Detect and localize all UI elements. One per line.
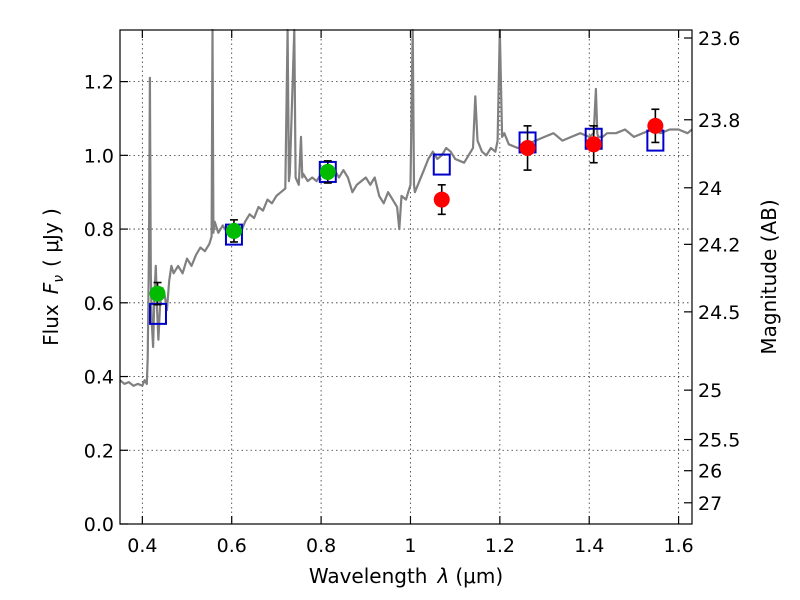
y-tick-label: 0.8: [84, 219, 114, 241]
y-axis-label-symbol: F: [39, 282, 63, 294]
y-axis-label-subscript: ν: [51, 275, 67, 283]
y-tick-label: 0.4: [84, 367, 114, 389]
x-axis-label: Wavelength λ (μm): [309, 564, 503, 588]
marker-layer: [148, 108, 665, 325]
y2-axis-label: Magnitude (AB): [757, 199, 781, 354]
y-tick-label: 0.0: [84, 514, 114, 536]
model-spectrum-line: [119, 28, 693, 387]
y-axis-label-unit: ( μJy ): [39, 208, 63, 267]
y-tick-label: 0.6: [84, 293, 114, 315]
x-tick-label: 1: [404, 535, 416, 557]
x-tick-label: 1.2: [485, 535, 515, 557]
x-tick-label: 0.8: [306, 535, 336, 557]
plot-frame: [119, 29, 693, 525]
mag-tick-label: 23.6: [698, 28, 740, 50]
x-axis-label-unit: (μm): [455, 564, 503, 588]
observed_green-point: [149, 285, 166, 302]
spectrum-layer: [119, 28, 693, 387]
observed_red-point: [519, 139, 536, 156]
x-axis-label-text: Wavelength: [309, 564, 428, 588]
observed_red-point: [647, 117, 664, 134]
observed_green-point: [225, 222, 242, 239]
y-tick-label: 1.0: [84, 145, 114, 167]
x-tick-label: 1.4: [574, 535, 604, 557]
y-axis-label-text: Flux: [39, 304, 63, 346]
x-tick-label: 1.6: [663, 535, 693, 557]
mag-tick-label: 24.5: [698, 302, 740, 324]
mag-tick-label: 23.8: [698, 110, 740, 132]
axis-ticks: 0.4 0.6 0.8 1 1.2 1.4 1.6 0.0 0.2 0.4 0.6 0.8 1.0 1.2…: [84, 28, 741, 557]
observed_red-point: [433, 191, 450, 208]
x-axis-label-symbol: λ: [437, 564, 450, 588]
mag-tick-label: 24.2: [698, 234, 740, 256]
x-tick-label: 0.4: [127, 535, 157, 557]
y-tick-label: 0.2: [84, 440, 114, 462]
grid: [120, 30, 692, 525]
y-axis-label: Flux Fν ( μJy ): [39, 208, 67, 346]
mag-tick-label: 27: [698, 493, 722, 515]
synthetic-photometry-square: [432, 153, 451, 176]
mag-tick-label: 26: [698, 461, 722, 483]
observed_red-point: [585, 136, 602, 153]
mag-tick-label: 25: [698, 380, 722, 402]
x-tick-label: 0.6: [217, 535, 247, 557]
mag-tick-label: 25.5: [698, 430, 740, 452]
y-tick-label: 1.2: [84, 72, 114, 94]
mag-tick-label: 24: [698, 178, 722, 200]
observed_green-point: [319, 163, 336, 180]
